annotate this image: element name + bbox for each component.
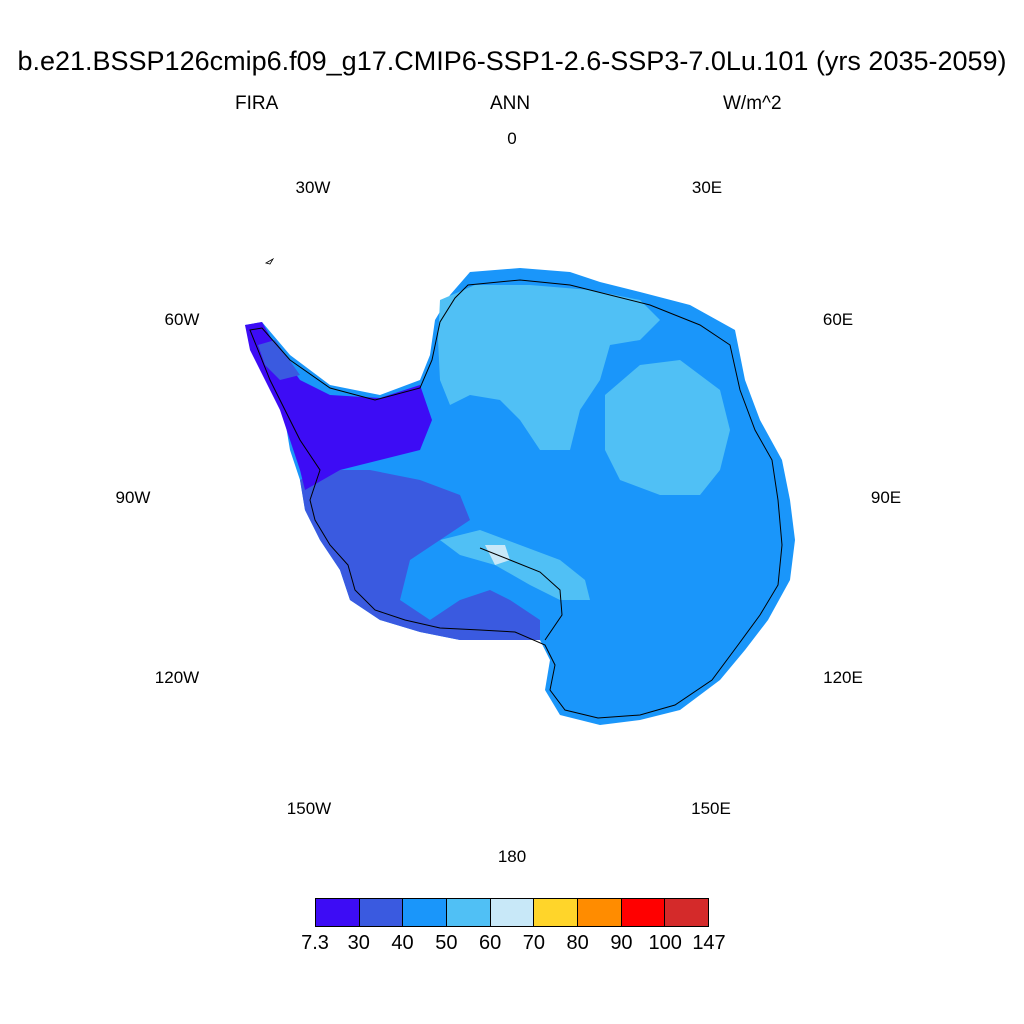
colorbar-swatch (447, 899, 491, 926)
colorbar-tick-label: 90 (610, 932, 633, 954)
colorbar-tick-label: 147 (692, 932, 726, 954)
colorbar-swatch (665, 899, 709, 926)
units-label: W/m^2 (723, 93, 782, 114)
colorbar (315, 898, 709, 927)
colorbar-swatch (621, 899, 666, 926)
west-region (300, 470, 540, 640)
colorbar-tick-label: 60 (478, 932, 502, 954)
longitude-label-90e: 90E (870, 488, 902, 507)
colorbar-tick-label: 100 (648, 932, 682, 954)
longitude-label-30e: 30E (691, 178, 723, 197)
colorbar-tick-label: 7.3 (301, 932, 329, 954)
colorbar-tick-label: 50 (435, 932, 458, 954)
season-label: ANN (490, 93, 531, 114)
colorbar-swatch (359, 899, 404, 926)
longitude-label-120e: 120E (823, 668, 863, 687)
longitude-label-90w: 90W (115, 488, 151, 507)
small-island (264, 257, 275, 265)
longitude-label-150e: 150E (691, 799, 731, 818)
peninsula-mid (258, 340, 300, 380)
colorbar-tick-label: 80 (566, 932, 589, 954)
light-region-ross (440, 530, 590, 600)
coastline (249, 279, 783, 719)
plot-title: b.e21.BSSP126cmip6.f09_g17.CMIP6-SSP1-2.… (17, 46, 1007, 76)
longitude-label-60w: 60W (164, 310, 200, 329)
colorbar-swatch (534, 899, 579, 926)
colorbar-tick-label: 70 (522, 932, 545, 954)
longitude-label-120w: 120W (154, 668, 200, 687)
colorbar-tick-label: 40 (391, 932, 414, 954)
peninsula-region (245, 322, 432, 490)
variable-label: FIRA (235, 93, 279, 114)
colorbar-swatch (403, 899, 448, 926)
colorbar-swatch (490, 899, 535, 926)
longitude-label-180: 180 (497, 847, 527, 866)
light-region-north (438, 285, 660, 450)
colorbar-swatch (578, 899, 622, 926)
longitude-label-0: 0 (507, 129, 517, 148)
ross-coastline (479, 547, 563, 641)
light-region-east (605, 360, 730, 495)
colorbar-tick-label: 30 (347, 932, 370, 954)
longitude-label-30w: 30W (295, 178, 331, 197)
longitude-label-150w: 150W (286, 799, 332, 818)
longitude-label-60e: 60E (822, 310, 854, 329)
colorbar-swatch (316, 899, 360, 926)
